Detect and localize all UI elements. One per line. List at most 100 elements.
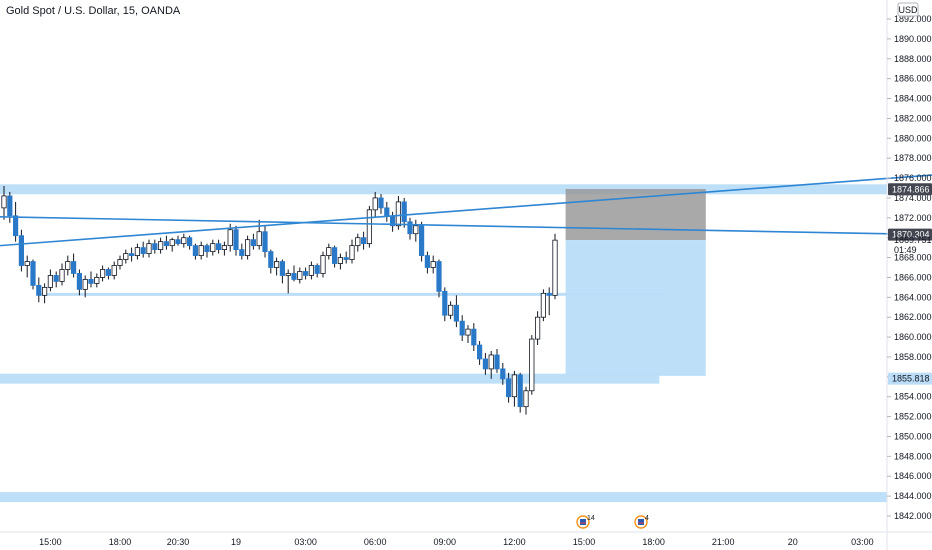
candle-up — [82, 279, 88, 290]
price-tag-support-bg — [888, 372, 932, 385]
candle-down — [233, 229, 239, 251]
y-tick-label: 1872.000 — [894, 213, 932, 223]
y-tick-label: 1854.000 — [894, 392, 932, 402]
us-flag-icon[interactable]: 14 — [576, 515, 595, 529]
candle-down — [12, 215, 19, 237]
candle-up — [535, 316, 541, 340]
candle-down — [424, 255, 431, 268]
candle-up — [42, 286, 48, 296]
y-tick-label: 1878.000 — [894, 153, 932, 163]
candle-down — [88, 279, 94, 284]
candle-up — [465, 328, 471, 336]
y-tick-label: 1886.000 — [894, 74, 932, 84]
support-line[interactable] — [38, 292, 666, 296]
candle-up — [355, 237, 361, 247]
y-tick-label: 1868.000 — [894, 253, 932, 263]
x-tick-label: 20:30 — [167, 537, 190, 547]
candle-up — [372, 197, 378, 211]
candle-down — [268, 251, 274, 268]
y-tick-label: 1884.000 — [894, 94, 932, 104]
y-tick-label: 1880.000 — [894, 133, 932, 143]
candle-up — [244, 239, 251, 256]
x-tick-label: 06:00 — [364, 537, 387, 547]
candle-up — [117, 259, 123, 266]
candle-down — [401, 201, 407, 223]
y-tick-label: 1866.000 — [894, 272, 932, 282]
candle-up — [395, 201, 402, 227]
trendline[interactable] — [0, 174, 932, 247]
candle-down — [128, 253, 135, 256]
candle-up — [198, 245, 204, 256]
y-tick-label: 1848.000 — [894, 451, 932, 461]
horizontal-zone[interactable] — [0, 492, 887, 503]
x-tick-label: 12:00 — [503, 537, 526, 547]
candle-down — [7, 195, 13, 217]
candle-up — [308, 265, 315, 276]
candle-down — [105, 269, 111, 276]
candle-down — [442, 290, 448, 316]
candle-up — [256, 231, 262, 247]
x-tick-label: 18:00 — [109, 537, 132, 547]
price-tag-trendline-bg — [888, 228, 932, 241]
candle-down — [204, 245, 210, 252]
y-tick-label: 1846.000 — [894, 471, 932, 481]
x-tick-label: 15:00 — [573, 537, 596, 547]
candle-down — [30, 261, 36, 286]
candle-up — [285, 273, 291, 276]
candle-up — [430, 261, 436, 268]
candle-down — [505, 378, 512, 398]
candle-up — [94, 277, 100, 284]
x-tick-label: 03:00 — [851, 537, 874, 547]
price-axis[interactable]: 1842.000 1844.000 1846.000 1848.000 1850.000… — [887, 14, 932, 521]
candle-down — [262, 231, 268, 252]
candle-up — [111, 265, 117, 276]
candle-down — [18, 235, 25, 266]
candle-up — [552, 239, 558, 296]
candle-up — [540, 292, 547, 318]
candle-down — [384, 207, 390, 217]
candle-down — [76, 273, 82, 290]
candle-down — [215, 243, 222, 251]
horizontal-zone[interactable] — [0, 373, 660, 384]
candle-up — [157, 241, 164, 251]
trendline[interactable] — [0, 216, 932, 236]
candle-up — [326, 247, 332, 256]
x-tick-label: 03:00 — [294, 537, 317, 547]
candle-up — [210, 243, 216, 252]
chart-title: Gold Spot / U.S. Dollar, 15, OANDA — [6, 5, 181, 17]
candle-up — [366, 209, 373, 245]
y-tick-label: 1858.000 — [894, 352, 932, 362]
y-tick-label: 1850.000 — [894, 431, 932, 441]
candle-up — [181, 237, 187, 245]
currency-button[interactable] — [897, 2, 919, 17]
candle-down — [192, 245, 198, 256]
candle-down — [279, 261, 286, 276]
candle-up — [134, 247, 140, 256]
candle-down — [476, 344, 483, 360]
y-tick-label: 1874.000 — [894, 193, 932, 203]
price-tag-resistance: 1874.866 — [892, 184, 930, 194]
candle-down — [250, 239, 256, 247]
candles-layer — [1, 185, 558, 415]
x-tick-label: 15:00 — [39, 537, 62, 547]
bar-countdown: 01:49 — [894, 245, 917, 255]
candle-up — [1, 195, 7, 209]
economic-events[interactable]: 14 4 — [576, 515, 649, 529]
trendlines-layer — [0, 174, 932, 247]
time-axis[interactable]: 15:00 18:00 20:30 19 03:00 06:00 09:00 12:00 15:… — [39, 537, 874, 547]
stop-loss-box[interactable] — [565, 188, 706, 241]
position-tool-layer[interactable] — [565, 188, 706, 376]
take-profit-box[interactable] — [565, 240, 706, 376]
us-flag-icon[interactable]: 4 — [634, 515, 649, 529]
candle-up — [297, 271, 303, 280]
candle-up — [447, 304, 454, 316]
candle-down — [407, 221, 413, 235]
candle-up — [146, 243, 152, 254]
horizontal-zone[interactable] — [0, 184, 887, 195]
y-tick-label: 1862.000 — [894, 312, 932, 322]
candle-up — [169, 239, 175, 247]
price-tag-support: 1855.818 — [892, 374, 930, 384]
candle-down — [343, 257, 349, 260]
